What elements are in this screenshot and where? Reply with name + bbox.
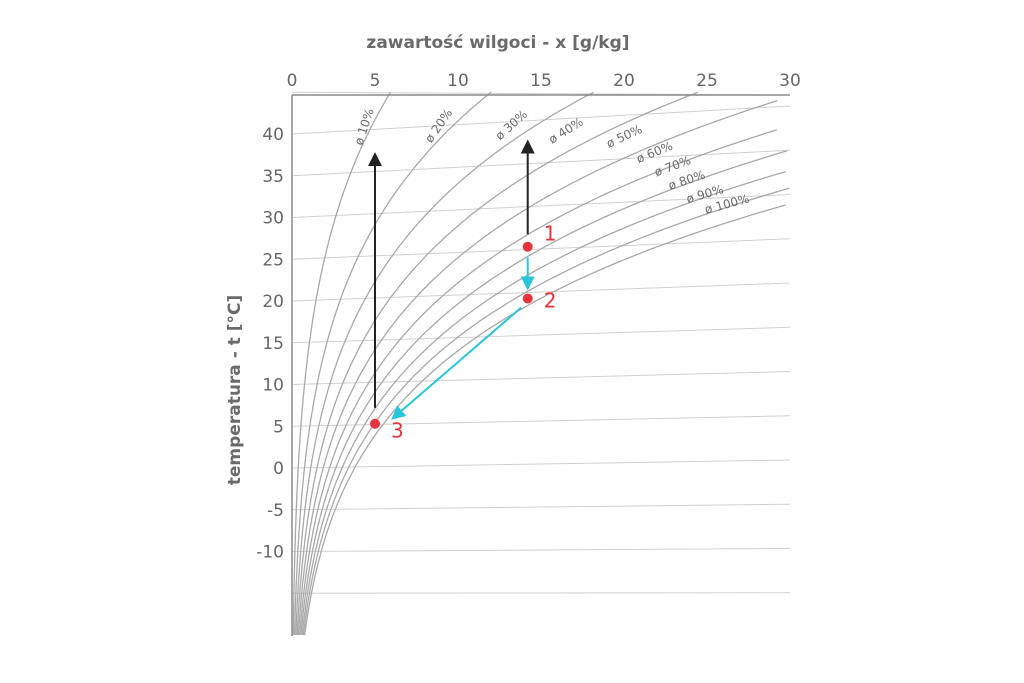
- rh-curve: [302, 187, 790, 636]
- x-tick-labels: 0 5 10 15 20 25 30: [287, 71, 801, 91]
- x-tick-label: 15: [530, 71, 552, 91]
- y-tick-label: 0: [273, 459, 284, 479]
- x-tick-label: 10: [447, 71, 469, 91]
- rh-label: ø 50%: [604, 122, 644, 151]
- y-tick-label: 15: [262, 334, 284, 354]
- state-point-label: 3: [391, 419, 404, 443]
- y-tick-label: -10: [256, 543, 284, 563]
- y-tick-label: 20: [262, 292, 284, 312]
- process-arrows: [368, 139, 535, 420]
- y-tick-label: 40: [262, 125, 284, 145]
- x-axis-title: zawartość wilgoci - x [g/kg]: [366, 33, 629, 53]
- x-tick-label: 20: [613, 71, 635, 91]
- rh-label: ø 30%: [493, 107, 530, 143]
- y-tick-label: 30: [262, 209, 284, 229]
- rh-curve: [292, 91, 392, 635]
- axes: [291, 94, 790, 636]
- y-tick-label: 35: [262, 167, 284, 187]
- y-axis-title: temperatura - t [°C]: [225, 295, 245, 485]
- rh-label: ø 10%: [352, 107, 377, 147]
- state-point-label: 1: [544, 222, 557, 246]
- rh-curve: [296, 91, 699, 636]
- rh-curve: [301, 170, 786, 636]
- isotherm-line: [291, 503, 791, 511]
- x-tick-label: 0: [287, 71, 298, 91]
- y-tick-label: -5: [267, 501, 284, 521]
- x-tick-label: 30: [779, 71, 801, 91]
- state-point: [522, 293, 533, 304]
- isotherm-line: [291, 548, 791, 552]
- isotherm-line: [291, 459, 791, 469]
- y-tick-label: 5: [273, 417, 284, 437]
- isotherm-line: [291, 371, 791, 385]
- rh-curve: [295, 91, 594, 636]
- rh-curve: [293, 91, 492, 636]
- process-arrow: [391, 306, 522, 420]
- x-tick-label: 25: [696, 71, 718, 91]
- relative-humidity-curves: [292, 91, 790, 636]
- x-tick-label: 5: [370, 71, 381, 91]
- isotherm-line: [291, 105, 791, 135]
- rh-curve: [304, 204, 786, 636]
- state-points: 1 2 3: [370, 222, 556, 443]
- state-point: [522, 241, 533, 252]
- rh-curve: [298, 129, 777, 636]
- y-tick-labels: 40 35 30 25 20 15 10 5 0 -5 -10: [256, 125, 284, 563]
- y-tick-label: 25: [262, 250, 284, 270]
- isotherm-line: [291, 149, 791, 177]
- isotherm-line: [291, 592, 791, 594]
- state-point-label: 2: [544, 288, 557, 312]
- y-tick-label: 10: [262, 376, 284, 396]
- state-point: [370, 418, 380, 429]
- rh-curve: [297, 99, 778, 636]
